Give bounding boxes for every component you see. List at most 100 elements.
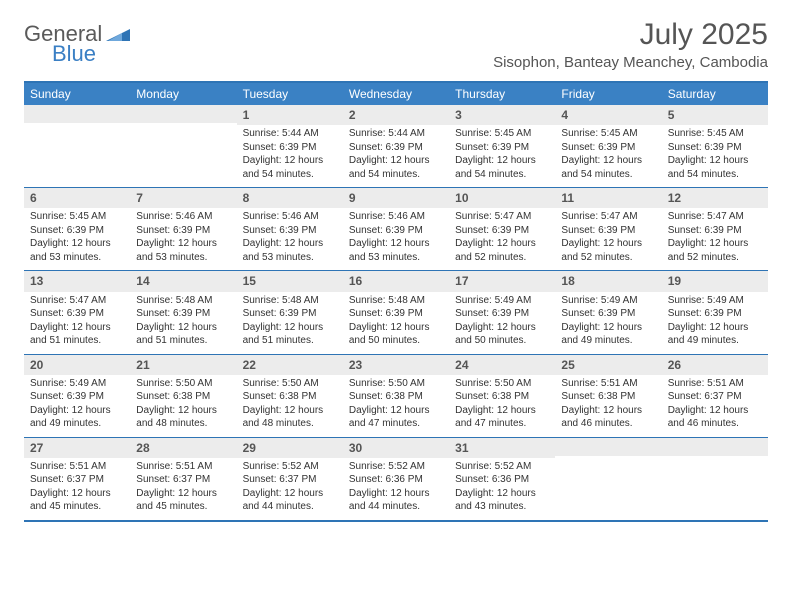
sunrise-line: Sunrise: 5:50 AM [349,377,443,391]
sunrise-line: Sunrise: 5:45 AM [668,127,762,141]
day-details: Sunrise: 5:52 AMSunset: 6:37 PMDaylight:… [237,458,343,520]
daylight-line: Daylight: 12 hours and 53 minutes. [243,237,337,264]
day-number [662,438,768,456]
sunrise-line: Sunrise: 5:50 AM [136,377,230,391]
sunset-line: Sunset: 6:37 PM [243,473,337,487]
sunset-line: Sunset: 6:39 PM [455,307,549,321]
week-row: 20Sunrise: 5:49 AMSunset: 6:39 PMDayligh… [24,354,768,437]
day-cell-26: 26Sunrise: 5:51 AMSunset: 6:37 PMDayligh… [662,355,768,437]
daylight-line: Daylight: 12 hours and 50 minutes. [349,321,443,348]
sunset-line: Sunset: 6:39 PM [349,307,443,321]
day-cell-empty [130,105,236,187]
daylight-line: Daylight: 12 hours and 54 minutes. [243,154,337,181]
sunrise-line: Sunrise: 5:44 AM [243,127,337,141]
day-number: 9 [343,188,449,208]
sunrise-line: Sunrise: 5:44 AM [349,127,443,141]
day-number: 30 [343,438,449,458]
day-cell-12: 12Sunrise: 5:47 AMSunset: 6:39 PMDayligh… [662,188,768,270]
daylight-line: Daylight: 12 hours and 45 minutes. [136,487,230,514]
day-number: 26 [662,355,768,375]
sunrise-line: Sunrise: 5:48 AM [349,294,443,308]
day-cell-13: 13 Sunrise: 5:47 AMSunset: 6:39 PMDayligh… [24,271,130,353]
day-number: 15 [237,271,343,291]
daylight-line: Daylight: 12 hours and 53 minutes. [30,237,124,264]
weekday-monday: Monday [130,83,236,105]
day-number: 16 [343,271,449,291]
day-number: 31 [449,438,555,458]
day-details: Sunrise: 5:45 AMSunset: 6:39 PMDaylight:… [24,208,130,270]
sunset-line: Sunset: 6:39 PM [668,307,762,321]
day-cell-5: 5Sunrise: 5:45 AMSunset: 6:39 PMDaylight… [662,105,768,187]
daylight-line: Daylight: 12 hours and 54 minutes. [455,154,549,181]
day-number: 1 [237,105,343,125]
day-number: 11 [555,188,661,208]
sunset-line: Sunset: 6:39 PM [30,224,124,238]
day-cell-25: 25Sunrise: 5:51 AMSunset: 6:38 PMDayligh… [555,355,661,437]
day-number: 3 [449,105,555,125]
day-cell-27: 27Sunrise: 5:51 AMSunset: 6:37 PMDayligh… [24,438,130,520]
day-details: Sunrise: 5:44 AMSunset: 6:39 PMDaylight:… [343,125,449,187]
day-number: 13 [24,271,130,291]
day-details: Sunrise: 5:48 AMSunset: 6:39 PMDaylight:… [237,292,343,354]
sunrise-line: Sunrise: 5:51 AM [30,460,124,474]
daylight-line: Daylight: 12 hours and 48 minutes. [136,404,230,431]
sunset-line: Sunset: 6:39 PM [243,224,337,238]
day-cell-3: 3 Sunrise: 5:45 AMSunset: 6:39 PMDaylight… [449,105,555,187]
day-cell-19: 19Sunrise: 5:49 AMSunset: 6:39 PMDayligh… [662,271,768,353]
day-cell-empty [24,105,130,187]
day-details: Sunrise: 5:50 AMSunset: 6:38 PMDaylight:… [343,375,449,437]
sunset-line: Sunset: 6:39 PM [30,390,124,404]
sunrise-line: Sunrise: 5:47 AM [668,210,762,224]
sunset-line: Sunset: 6:38 PM [349,390,443,404]
day-details: Sunrise: 5:46 AMSunset: 6:39 PMDaylight:… [130,208,236,270]
sunrise-line: Sunrise: 5:48 AM [136,294,230,308]
day-details: Sunrise: 5:51 AMSunset: 6:37 PMDaylight:… [130,458,236,520]
day-cell-30: 30Sunrise: 5:52 AMSunset: 6:36 PMDayligh… [343,438,449,520]
day-details: Sunrise: 5:47 AMSunset: 6:39 PMDaylight:… [555,208,661,270]
weekday-saturday: Saturday [662,83,768,105]
location-text: Sisophon, Banteay Meanchey, Cambodia [493,54,768,71]
day-details: Sunrise: 5:50 AMSunset: 6:38 PMDaylight:… [449,375,555,437]
day-cell-15: 15Sunrise: 5:48 AMSunset: 6:39 PMDayligh… [237,271,343,353]
day-number: 21 [130,355,236,375]
sunset-line: Sunset: 6:36 PM [455,473,549,487]
day-cell-29: 29Sunrise: 5:52 AMSunset: 6:37 PMDayligh… [237,438,343,520]
calendar: SundayMondayTuesdayWednesdayThursdayFrid… [24,81,768,522]
sunset-line: Sunset: 6:39 PM [455,141,549,155]
sunrise-line: Sunrise: 5:47 AM [455,210,549,224]
day-details: Sunrise: 5:50 AMSunset: 6:38 PMDaylight:… [130,375,236,437]
daylight-line: Daylight: 12 hours and 51 minutes. [30,321,124,348]
sunset-line: Sunset: 6:37 PM [668,390,762,404]
day-number: 12 [662,188,768,208]
day-details: Sunrise: 5:49 AMSunset: 6:39 PMDaylight:… [24,375,130,437]
day-cell-24: 24Sunrise: 5:50 AMSunset: 6:38 PMDayligh… [449,355,555,437]
sunset-line: Sunset: 6:38 PM [561,390,655,404]
sunrise-line: Sunrise: 5:45 AM [455,127,549,141]
sunrise-line: Sunrise: 5:51 AM [136,460,230,474]
day-cell-10: 10Sunrise: 5:47 AMSunset: 6:39 PMDayligh… [449,188,555,270]
daylight-line: Daylight: 12 hours and 45 minutes. [30,487,124,514]
weekday-thursday: Thursday [449,83,555,105]
weekday-wednesday: Wednesday [343,83,449,105]
daylight-line: Daylight: 12 hours and 51 minutes. [136,321,230,348]
weeks-container: 1Sunrise: 5:44 AMSunset: 6:39 PMDaylight… [24,105,768,520]
day-number [555,438,661,456]
day-cell-empty [555,438,661,520]
day-number: 22 [237,355,343,375]
daylight-line: Daylight: 12 hours and 53 minutes. [349,237,443,264]
sunrise-line: Sunrise: 5:47 AM [30,294,124,308]
sunrise-line: Sunrise: 5:45 AM [561,127,655,141]
day-cell-18: 18Sunrise: 5:49 AMSunset: 6:39 PMDayligh… [555,271,661,353]
day-cell-21: 21Sunrise: 5:50 AMSunset: 6:38 PMDayligh… [130,355,236,437]
daylight-line: Daylight: 12 hours and 54 minutes. [668,154,762,181]
sunset-line: Sunset: 6:37 PM [136,473,230,487]
sunset-line: Sunset: 6:36 PM [349,473,443,487]
sunset-line: Sunset: 6:39 PM [30,307,124,321]
day-number: 17 [449,271,555,291]
sunrise-line: Sunrise: 5:52 AM [455,460,549,474]
month-title: July 2025 [493,18,768,52]
daylight-line: Daylight: 12 hours and 49 minutes. [30,404,124,431]
daylight-line: Daylight: 12 hours and 47 minutes. [349,404,443,431]
brand-logo: GeneralBlue [24,24,130,65]
day-details: Sunrise: 5:46 AMSunset: 6:39 PMDaylight:… [343,208,449,270]
